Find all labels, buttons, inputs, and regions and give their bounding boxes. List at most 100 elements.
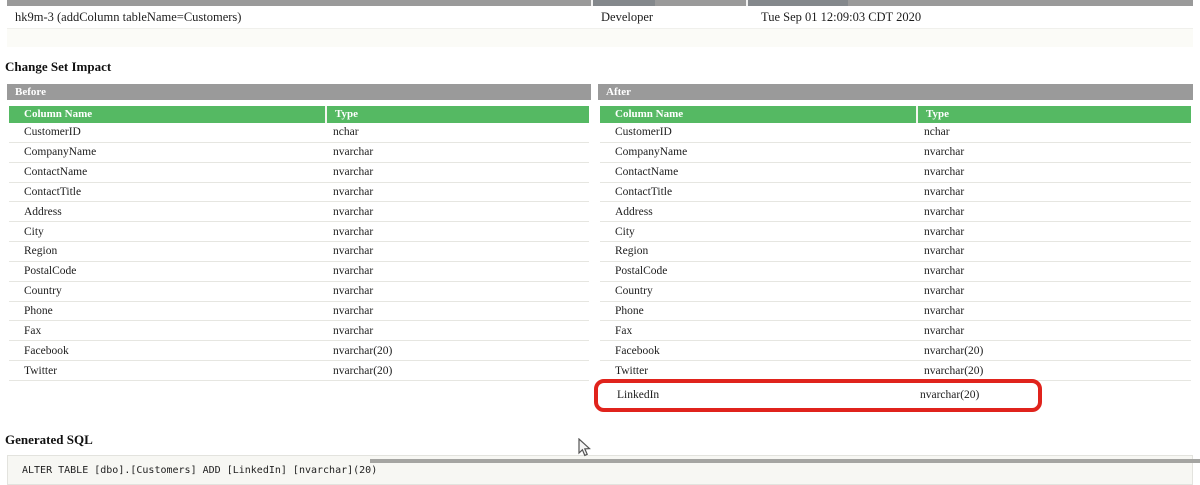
before-column-name-header: Column Name bbox=[24, 108, 93, 120]
column-name-cell: Region bbox=[615, 245, 649, 258]
column-name-cell: Facebook bbox=[24, 344, 69, 357]
table-row: Fax nvarchar bbox=[600, 321, 1191, 342]
table-row: CompanyName nvarchar bbox=[600, 142, 1191, 163]
table-row: Country nvarchar bbox=[600, 281, 1191, 302]
column-name-cell: ContactTitle bbox=[615, 185, 673, 198]
changeset-date: Tue Sep 01 12:09:03 CDT 2020 bbox=[761, 9, 922, 24]
changeset-id: hk9m-3 (addColumn tableName=Customers) bbox=[15, 9, 242, 24]
type-cell: nvarchar bbox=[924, 205, 965, 218]
type-cell: nchar bbox=[333, 126, 359, 139]
column-name-cell: Country bbox=[24, 285, 62, 298]
before-type-header: Type bbox=[325, 106, 589, 123]
table-row: City nvarchar bbox=[600, 222, 1191, 243]
column-name-cell: Phone bbox=[24, 305, 53, 318]
table-row: Facebook nvarchar(20) bbox=[9, 341, 589, 362]
column-name-cell: Phone bbox=[615, 305, 644, 318]
table-row: Region nvarchar bbox=[600, 242, 1191, 262]
table-row: Phone nvarchar bbox=[600, 301, 1191, 322]
table-row: Phone nvarchar bbox=[9, 301, 589, 322]
column-name-cell: ContactTitle bbox=[24, 185, 82, 198]
table-row: CustomerID nchar bbox=[600, 123, 1191, 143]
changeset-row[interactable]: hk9m-3 (addColumn tableName=Customers) D… bbox=[7, 6, 1193, 29]
column-name-cell: Twitter bbox=[615, 364, 649, 377]
column-name-cell: PostalCode bbox=[615, 265, 668, 278]
column-name-cell: Facebook bbox=[615, 344, 660, 357]
new-column-name-cell: LinkedIn bbox=[617, 389, 660, 402]
before-columns-table: Column Name Type CustomerID nchar CompanyN… bbox=[9, 106, 589, 381]
type-cell: nvarchar bbox=[333, 225, 374, 238]
column-name-cell: CustomerID bbox=[615, 126, 672, 139]
empty-row bbox=[7, 29, 1193, 47]
type-cell: nvarchar bbox=[924, 225, 965, 238]
table-row: PostalCode nvarchar bbox=[9, 261, 589, 282]
column-name-cell: Fax bbox=[615, 324, 633, 337]
after-columns-table: Column Name Type CustomerID nchar CompanyN… bbox=[594, 106, 1191, 412]
after-table-header: Column Name Type bbox=[600, 106, 1191, 123]
column-name-cell: Address bbox=[24, 205, 62, 218]
table-row: Region nvarchar bbox=[9, 242, 589, 262]
table-row: ContactTitle nvarchar bbox=[600, 182, 1191, 203]
type-cell: nvarchar bbox=[924, 146, 965, 159]
type-cell: nvarchar bbox=[333, 305, 374, 318]
table-row: ContactTitle nvarchar bbox=[9, 182, 589, 203]
type-cell: nvarchar bbox=[333, 205, 374, 218]
cropped-table-header-strip bbox=[7, 0, 1193, 6]
change-set-impact-heading: Change Set Impact bbox=[5, 59, 112, 74]
type-cell: nvarchar bbox=[924, 305, 965, 318]
cropped-author-header-label bbox=[591, 0, 655, 6]
type-cell: nvarchar bbox=[924, 185, 965, 198]
type-cell: nvarchar bbox=[924, 324, 965, 337]
type-cell: nvarchar(20) bbox=[924, 344, 984, 357]
after-type-header: Type bbox=[916, 106, 1191, 123]
column-name-cell: Address bbox=[615, 205, 653, 218]
table-row: Address nvarchar bbox=[600, 202, 1191, 223]
table-row: Twitter nvarchar(20) bbox=[600, 361, 1191, 381]
type-cell: nvarchar bbox=[924, 285, 965, 298]
generated-sql-heading: Generated SQL bbox=[5, 431, 93, 447]
column-name-cell: Twitter bbox=[24, 364, 58, 377]
cropped-date-header-label bbox=[746, 0, 848, 6]
type-cell: nvarchar bbox=[924, 166, 965, 179]
column-name-cell: Region bbox=[24, 245, 58, 258]
table-row: Country nvarchar bbox=[9, 281, 589, 302]
column-name-cell: CustomerID bbox=[24, 126, 81, 139]
after-table: After Column Name Type CustomerID nchar Co… bbox=[594, 84, 1193, 412]
new-column-type-cell: nvarchar(20) bbox=[920, 389, 980, 402]
column-name-cell: Country bbox=[615, 285, 653, 298]
column-name-cell: Fax bbox=[24, 324, 42, 337]
column-name-cell: City bbox=[24, 225, 44, 238]
before-table-body: CustomerID nchar CompanyName nvarchar Contac… bbox=[9, 123, 589, 381]
mouse-cursor-icon bbox=[578, 438, 591, 457]
table-row: PostalCode nvarchar bbox=[600, 261, 1191, 282]
type-cell: nvarchar bbox=[924, 265, 965, 278]
type-cell: nvarchar(20) bbox=[924, 364, 984, 377]
before-table: Before Column Name Type CustomerID nchar C… bbox=[7, 84, 591, 381]
after-table-body: CustomerID nchar CompanyName nvarchar Contac… bbox=[600, 123, 1191, 381]
column-name-cell: ContactName bbox=[615, 166, 679, 179]
type-cell: nvarchar bbox=[333, 285, 374, 298]
bottom-edge-strip bbox=[370, 459, 1200, 463]
table-row: ContactName nvarchar bbox=[9, 162, 589, 183]
type-cell: nvarchar bbox=[333, 245, 374, 258]
table-row: CompanyName nvarchar bbox=[9, 142, 589, 163]
impact-tables: Before Column Name Type CustomerID nchar C… bbox=[7, 84, 1200, 412]
column-name-cell: CompanyName bbox=[615, 146, 688, 159]
type-cell: nvarchar bbox=[333, 265, 374, 278]
table-row: Facebook nvarchar(20) bbox=[600, 341, 1191, 362]
type-cell: nvarchar bbox=[333, 166, 374, 179]
after-section-bar: After bbox=[598, 84, 1193, 100]
type-cell: nvarchar bbox=[333, 185, 374, 198]
column-name-cell: ContactName bbox=[24, 166, 88, 179]
before-table-header: Column Name Type bbox=[9, 106, 589, 123]
column-name-cell: CompanyName bbox=[24, 146, 97, 159]
type-cell: nvarchar bbox=[924, 245, 965, 258]
table-row: Twitter nvarchar(20) bbox=[9, 361, 589, 381]
table-row: Address nvarchar bbox=[9, 202, 589, 223]
column-name-cell: PostalCode bbox=[24, 265, 77, 278]
table-row: ContactName nvarchar bbox=[600, 162, 1191, 183]
type-cell: nvarchar bbox=[333, 324, 374, 337]
table-row: Fax nvarchar bbox=[9, 321, 589, 342]
after-column-name-header: Column Name bbox=[615, 108, 684, 120]
type-cell: nvarchar bbox=[333, 146, 374, 159]
before-section-bar: Before bbox=[7, 84, 591, 100]
